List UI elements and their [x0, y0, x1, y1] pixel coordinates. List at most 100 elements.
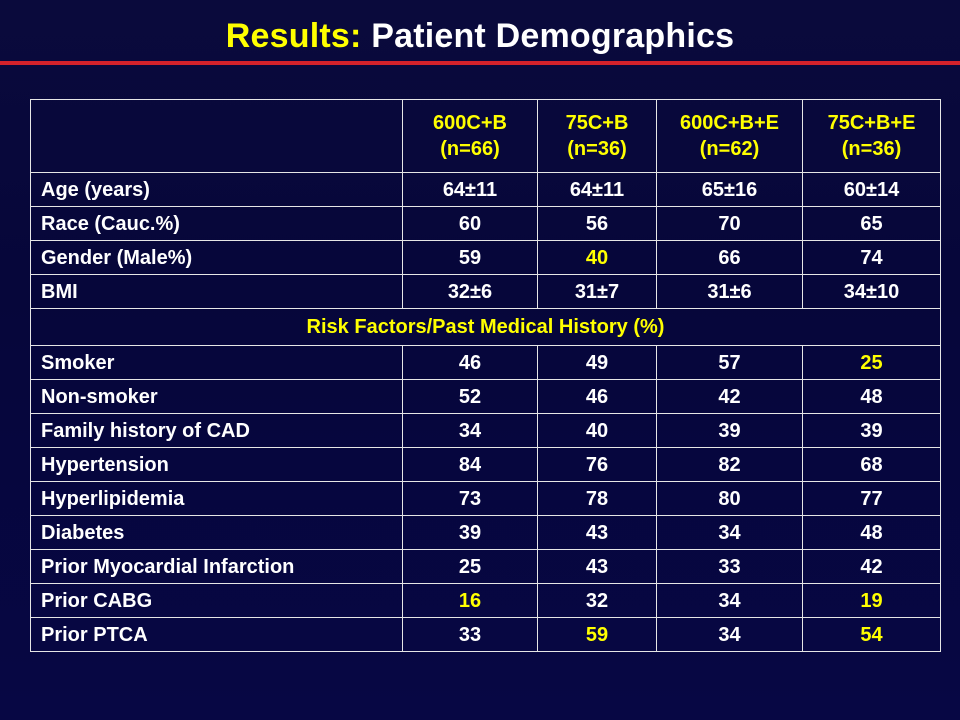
value-cell: 73: [402, 481, 538, 516]
column-header: 600C+B+E (n=62): [656, 99, 803, 173]
value-cell: 40: [537, 413, 657, 448]
row-label: Hyperlipidemia: [30, 481, 403, 516]
column-header-arm: 75C+B: [565, 112, 629, 134]
value-cell: 64±11: [402, 172, 538, 207]
row-label: Prior PTCA: [30, 617, 403, 652]
row-label: Diabetes: [30, 515, 403, 550]
value-cell: 74: [802, 240, 941, 275]
column-header-arm: 600C+B: [433, 112, 507, 134]
section-title: Risk Factors/Past Medical History (%): [30, 308, 941, 346]
value-cell: 34: [656, 515, 803, 550]
row-label: Prior Myocardial Infarction: [30, 549, 403, 584]
value-cell: 43: [537, 549, 657, 584]
row-label: Non-smoker: [30, 379, 403, 414]
value-cell: 39: [656, 413, 803, 448]
value-cell: 16: [402, 583, 538, 618]
column-header-arm: 600C+B+E: [680, 112, 779, 134]
value-cell: 59: [402, 240, 538, 275]
demographics-table: 600C+B (n=66) 75C+B (n=36) 600C+B+E (n=6…: [30, 99, 941, 652]
value-cell: 64±11: [537, 172, 657, 207]
value-cell: 32: [537, 583, 657, 618]
header-empty-cell: [30, 99, 403, 173]
value-cell: 68: [802, 447, 941, 482]
table-row: Age (years) 64±11 64±11 65±16 60±14: [30, 172, 941, 207]
column-header-n: (n=36): [841, 138, 902, 160]
table-row: Non-smoker 52 46 42 48: [30, 379, 941, 414]
value-cell: 70: [656, 206, 803, 241]
table-row: Diabetes 39 43 34 48: [30, 515, 941, 550]
table-row: Prior CABG 16 32 34 19: [30, 583, 941, 618]
table-row: Hyperlipidemia 73 78 80 77: [30, 481, 941, 516]
value-cell: 60: [402, 206, 538, 241]
column-header: 75C+B+E (n=36): [802, 99, 941, 173]
table-row: Prior PTCA 33 59 34 54: [30, 617, 941, 652]
value-cell: 48: [802, 515, 941, 550]
value-cell: 82: [656, 447, 803, 482]
value-cell: 34: [656, 583, 803, 618]
row-label: Smoker: [30, 345, 403, 380]
value-cell: 65±16: [656, 172, 803, 207]
table-row: BMI 32±6 31±7 31±6 34±10: [30, 274, 941, 309]
value-cell: 65: [802, 206, 941, 241]
value-cell: 34: [656, 617, 803, 652]
value-cell: 46: [402, 345, 538, 380]
row-label: Race (Cauc.%): [30, 206, 403, 241]
value-cell: 49: [537, 345, 657, 380]
title-main: Patient Demographics: [371, 17, 735, 55]
value-cell: 25: [802, 345, 941, 380]
value-cell: 32±6: [402, 274, 538, 309]
table-row: Race (Cauc.%) 60 56 70 65: [30, 206, 941, 241]
table-body: 600C+B (n=66) 75C+B (n=36) 600C+B+E (n=6…: [30, 99, 941, 652]
row-label: Age (years): [30, 172, 403, 207]
value-cell: 42: [656, 379, 803, 414]
value-cell: 78: [537, 481, 657, 516]
value-cell: 43: [537, 515, 657, 550]
value-cell: 31±7: [537, 274, 657, 309]
row-label: Prior CABG: [30, 583, 403, 618]
title-divider: [0, 61, 960, 65]
value-cell: 54: [802, 617, 941, 652]
value-cell: 60±14: [802, 172, 941, 207]
value-cell: 39: [402, 515, 538, 550]
value-cell: 52: [402, 379, 538, 414]
table-row: Prior Myocardial Infarction 25 43 33 42: [30, 549, 941, 584]
table-row: Gender (Male%) 59 40 66 74: [30, 240, 941, 275]
column-header-n: (n=36): [567, 138, 627, 160]
value-cell: 48: [802, 379, 941, 414]
value-cell: 59: [537, 617, 657, 652]
value-cell: 31±6: [656, 274, 803, 309]
column-header: 75C+B (n=36): [537, 99, 657, 173]
table-row: Family history of CAD 34 40 39 39: [30, 413, 941, 448]
column-header: 600C+B (n=66): [402, 99, 538, 173]
table-row: Hypertension 84 76 82 68: [30, 447, 941, 482]
column-header-n: (n=66): [440, 138, 500, 160]
value-cell: 42: [802, 549, 941, 584]
row-label: Family history of CAD: [30, 413, 403, 448]
slide-title: Results: Patient Demographics: [0, 14, 960, 58]
value-cell: 33: [656, 549, 803, 584]
table-row: Smoker 46 49 57 25: [30, 345, 941, 380]
value-cell: 40: [537, 240, 657, 275]
value-cell: 84: [402, 447, 538, 482]
column-header-n: (n=62): [699, 138, 760, 160]
section-row: Risk Factors/Past Medical History (%): [30, 308, 941, 346]
row-label: BMI: [30, 274, 403, 309]
value-cell: 76: [537, 447, 657, 482]
value-cell: 34: [402, 413, 538, 448]
value-cell: 46: [537, 379, 657, 414]
value-cell: 34±10: [802, 274, 941, 309]
value-cell: 56: [537, 206, 657, 241]
column-header-arm: 75C+B+E: [827, 112, 916, 134]
value-cell: 77: [802, 481, 941, 516]
row-label: Hypertension: [30, 447, 403, 482]
row-label: Gender (Male%): [30, 240, 403, 275]
value-cell: 80: [656, 481, 803, 516]
header-row: 600C+B (n=66) 75C+B (n=36) 600C+B+E (n=6…: [30, 99, 941, 173]
value-cell: 66: [656, 240, 803, 275]
value-cell: 25: [402, 549, 538, 584]
title-accent: Results:: [225, 17, 362, 55]
value-cell: 33: [402, 617, 538, 652]
value-cell: 39: [802, 413, 941, 448]
value-cell: 57: [656, 345, 803, 380]
value-cell: 19: [802, 583, 941, 618]
